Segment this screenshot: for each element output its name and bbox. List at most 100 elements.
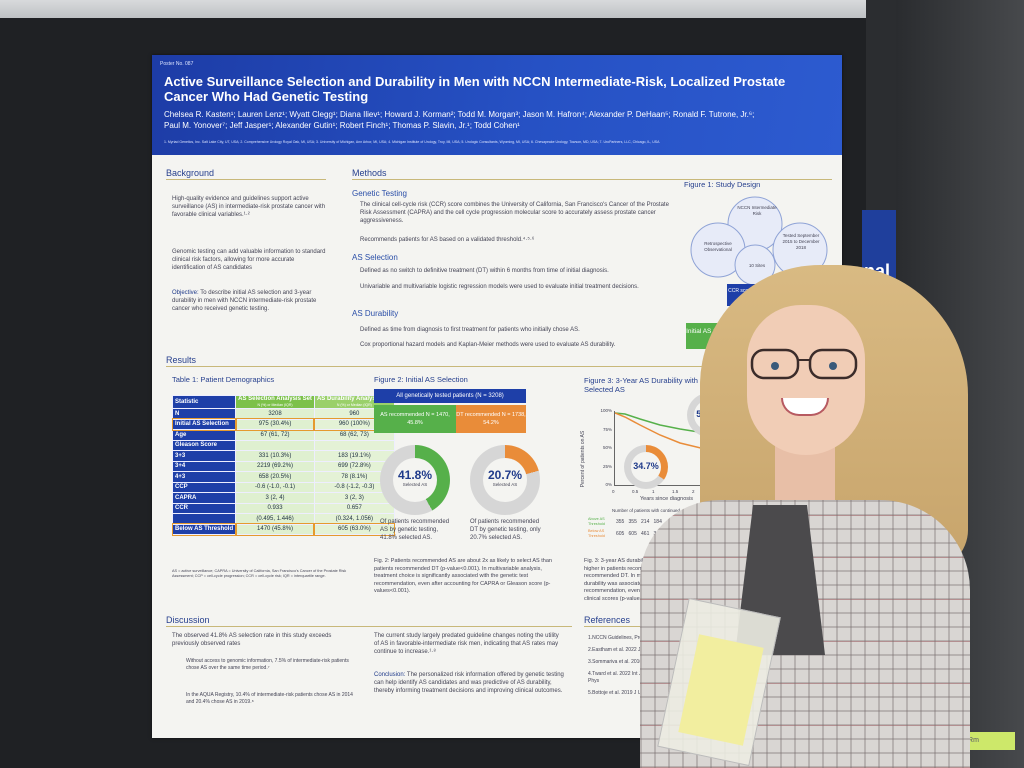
figure1-title: Figure 1: Study Design xyxy=(684,180,761,189)
table-row: Below AS Threshold 1470 (45.8%) 605 (63.0%… xyxy=(171,523,396,536)
row-label: Age xyxy=(171,429,237,441)
row-as-selection xyxy=(235,439,315,451)
person-face xyxy=(747,305,865,455)
methods-gt-2: Recommends patients for AS based on a va… xyxy=(360,237,535,243)
results-heading: Results xyxy=(166,355,832,367)
poster-header: Poster No. 087 Active Surveillance Selec… xyxy=(152,55,842,155)
background-heading: Background xyxy=(166,168,326,180)
figure3-title: Figure 3: 3-Year AS Durability with Pati… xyxy=(584,376,728,394)
row-label xyxy=(171,513,237,525)
table-row: Gleason Score xyxy=(171,439,395,451)
glasses-icon xyxy=(750,348,858,380)
row-as-selection: -0.6 (-1.0, -0.1) xyxy=(235,481,315,493)
row-as-durability: 183 (19.1%) xyxy=(313,450,395,462)
figure3-ytick: 25% xyxy=(602,463,612,469)
objective-label: Objective: xyxy=(172,290,199,296)
row-as-durability xyxy=(313,439,395,451)
row-as-durability: 0.657 xyxy=(313,502,395,514)
row-label: CAPRA xyxy=(171,492,237,504)
row-as-durability: 605 (63.0%) xyxy=(313,523,396,536)
figure3-x-axis xyxy=(614,485,702,486)
poster-affiliations: 1. Myriad Genetics, Inc. Salt Lake City,… xyxy=(164,140,660,144)
donut-dt-recommended-value: 20.7% xyxy=(487,468,523,482)
row-label: Below AS Threshold xyxy=(171,523,237,536)
row-as-selection: 3208 xyxy=(235,408,315,420)
discussion-1: The observed 41.8% AS selection rate in … xyxy=(172,633,332,647)
circle-retrospective-label: Retrospective Observational xyxy=(704,241,732,252)
figure3-ylabel: Percent of patients on AS xyxy=(580,430,586,488)
circle-nccn-label: NCCN Intermediate Risk xyxy=(737,205,777,216)
row-as-selection: 3 (2, 4) xyxy=(235,492,315,504)
ceiling xyxy=(0,0,1024,22)
risk-row-2-label: Below AS Threshold xyxy=(588,529,605,538)
table-row: 3+4 2219 (69.2%) 699 (72.8%) xyxy=(171,460,395,472)
risk-row-1-label: Above AS Threshold xyxy=(588,517,605,526)
as-selection-heading: AS Selection xyxy=(352,253,398,262)
row-label: N xyxy=(171,408,237,420)
donut-dt-recommended-label: Selected AS xyxy=(492,482,518,487)
figure3-xtick: 2 xyxy=(692,489,695,494)
km-curve-above-threshold xyxy=(615,412,705,434)
header-as-selection: AS Selection Analysis Set N (%) or Median… xyxy=(235,395,315,409)
as-durability-heading: AS Durability xyxy=(352,309,399,318)
figure3-y-axis xyxy=(614,411,615,485)
figure2-title: Figure 2: Initial AS Selection xyxy=(374,375,468,384)
conclusion-text: The personalized risk information offere… xyxy=(374,672,564,694)
row-label: CCR xyxy=(171,502,237,514)
header-as-durability-label: AS Durability Analysis Set xyxy=(316,396,392,402)
table1-title: Table 1: Patient Demographics xyxy=(172,375,275,384)
figure3-ytick: 75% xyxy=(602,426,612,432)
row-as-selection: 331 (10.3%) xyxy=(235,450,315,462)
discussion-conclusion: Conclusion: The personalized risk inform… xyxy=(374,671,564,695)
circle-sites-label: 10 Sites xyxy=(748,263,766,268)
references-list: 1.NCCN Guidelines, Prostate Cancer 2.Eas… xyxy=(588,635,688,697)
figure3-xtick: 0 xyxy=(612,489,615,494)
methods-gt-1: The clinical cell-cycle risk (CCR) score… xyxy=(360,202,669,224)
methods-heading: Methods xyxy=(352,168,832,180)
risk-row-1: 355 355 214 184 xyxy=(616,519,662,525)
km-curve-below-threshold xyxy=(615,412,705,450)
methods-as-2: Univariable and multivariable logistic r… xyxy=(360,284,639,290)
header-as-selection-label: AS Selection Analysis Set xyxy=(238,396,312,402)
figure2-note-1: Of patients recommended AS by genetic te… xyxy=(380,519,450,541)
donut-dt-recommended: 20.7% Selected AS xyxy=(470,445,540,515)
row-as-selection: 975 (30.4%) xyxy=(234,418,316,431)
table-row: 3+3 331 (10.3%) 183 (19.1%) xyxy=(171,450,395,462)
table-row: CCR 0.933 0.657 xyxy=(171,502,395,514)
circle-tested-label: Tested September 2015 to December 2018 xyxy=(782,233,820,250)
figure2-note-2: Of patients recommended DT by genetic te… xyxy=(470,519,541,541)
discussion-4: The current study largely predated guide… xyxy=(374,633,559,655)
background-objective: Objective: To describe initial AS select… xyxy=(172,289,328,313)
references-heading: References xyxy=(584,615,694,627)
authors-line-1: Chelsea R. Kasten¹; Lauren Lenz¹; Wyatt … xyxy=(164,110,755,119)
figure3-xtick: 0.5 xyxy=(632,489,639,494)
authors-line-2: Paul M. Yonover⁷; Jeff Jasper¹; Alexande… xyxy=(164,121,520,130)
figure2-caption: Fig. 2: Patients recommended AS are abou… xyxy=(374,558,552,594)
conclusion-label: Conclusion: xyxy=(374,672,406,678)
donut-as-recommended: 41.8% Selected AS xyxy=(380,445,450,515)
row-as-selection: 1470 (45.8%) xyxy=(234,523,316,536)
risk-table-title: Number of patients with continued xyxy=(612,508,681,513)
table-row: Age 67 (61, 72) 68 (62, 73) xyxy=(171,429,395,441)
donut-as-recommended-value: 41.8% xyxy=(397,468,433,482)
patient-demographics-table: Statistic AS Selection Analysis Set N (%)… xyxy=(171,395,396,536)
donut-dt-recommended-center: 20.7% Selected AS xyxy=(483,458,527,502)
table-row: (0.495, 1.446) (0.324, 1.056) xyxy=(171,513,395,525)
figure3-xlabel: Years since diagnosis xyxy=(640,496,693,502)
discussion-2: Without access to genomic information, 7… xyxy=(186,658,349,671)
background-bullet-1: High-quality evidence and guidelines sup… xyxy=(172,196,326,218)
table-row: 4+3 658 (20.5%) 78 (8.1%) xyxy=(171,471,395,483)
reference-1: 1.NCCN Guidelines, Prostate Cancer xyxy=(588,635,671,641)
header-statistic: Statistic xyxy=(171,395,237,409)
dt-recommended-box: DT recommended N = 1738, 54.2% xyxy=(456,405,526,433)
as-recommended-box: AS recommended N = 1470, 45.8% xyxy=(374,405,456,433)
header-as-durability-sub: N (%) or Median (IQR) xyxy=(336,403,372,407)
objective-text: To describe initial AS selection and 3-y… xyxy=(172,290,317,312)
row-as-selection: (0.495, 1.446) xyxy=(235,513,315,525)
poster-title: Active Surveillance Selection and Durabi… xyxy=(164,74,786,104)
table-header-row: Statistic AS Selection Analysis Set N (%)… xyxy=(171,395,395,409)
figure3-km-curves xyxy=(615,412,705,450)
row-label: 3+3 xyxy=(171,450,237,462)
row-label: 3+4 xyxy=(171,460,237,472)
methods-as-1: Defined as no switch to definitive treat… xyxy=(360,268,609,274)
